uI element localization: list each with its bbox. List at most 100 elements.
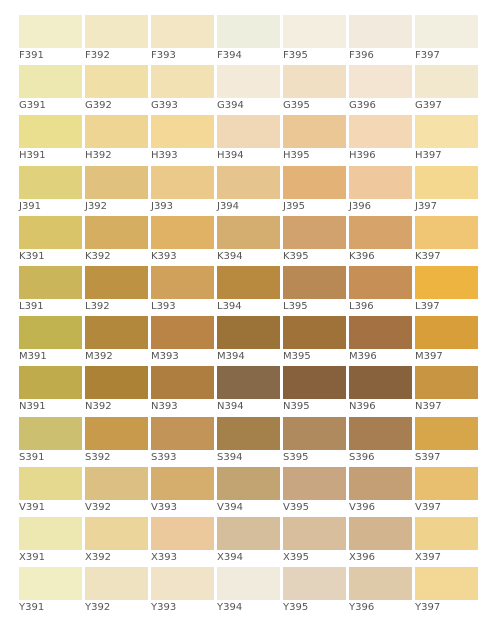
color-swatch-m396[interactable] — [349, 316, 412, 350]
swatch-cell-h395[interactable]: H395 — [283, 115, 349, 165]
color-swatch-g392[interactable] — [85, 65, 148, 99]
swatch-cell-h397[interactable]: H397 — [415, 115, 481, 165]
swatch-cell-v393[interactable]: V393 — [151, 466, 217, 517]
swatch-cell-m392[interactable]: M392 — [85, 316, 151, 366]
color-swatch-x391[interactable] — [19, 516, 82, 550]
color-swatch-m394[interactable] — [217, 316, 280, 350]
swatch-cell-y396[interactable]: Y396 — [349, 567, 415, 617]
swatch-cell-j394[interactable]: J394 — [217, 165, 283, 216]
color-swatch-n396[interactable] — [349, 366, 412, 400]
color-swatch-m392[interactable] — [85, 316, 148, 350]
swatch-cell-x396[interactable]: X396 — [349, 516, 415, 567]
color-swatch-h391[interactable] — [19, 115, 82, 149]
swatch-cell-y395[interactable]: Y395 — [283, 567, 349, 617]
swatch-cell-g394[interactable]: G394 — [217, 65, 283, 115]
swatch-cell-g396[interactable]: G396 — [349, 65, 415, 115]
swatch-cell-k391[interactable]: K391 — [19, 215, 85, 266]
color-swatch-j397[interactable] — [415, 165, 478, 199]
swatch-cell-k392[interactable]: K392 — [85, 215, 151, 266]
color-swatch-m395[interactable] — [283, 316, 346, 350]
color-swatch-n397[interactable] — [415, 366, 478, 400]
swatch-cell-f397[interactable]: F397 — [415, 15, 481, 65]
swatch-cell-m397[interactable]: M397 — [415, 316, 481, 366]
swatch-cell-s391[interactable]: S391 — [19, 416, 85, 467]
color-swatch-s393[interactable] — [151, 416, 214, 450]
swatch-cell-v395[interactable]: V395 — [283, 466, 349, 517]
color-swatch-f396[interactable] — [349, 15, 412, 48]
swatch-cell-s393[interactable]: S393 — [151, 416, 217, 467]
swatch-cell-k397[interactable]: K397 — [415, 215, 481, 266]
color-swatch-h395[interactable] — [283, 115, 346, 149]
color-swatch-n393[interactable] — [151, 366, 214, 400]
swatch-cell-y391[interactable]: Y391 — [19, 567, 85, 617]
color-swatch-m393[interactable] — [151, 316, 214, 350]
swatch-cell-n397[interactable]: N397 — [415, 366, 481, 416]
swatch-cell-f391[interactable]: F391 — [19, 15, 85, 65]
swatch-cell-h391[interactable]: H391 — [19, 115, 85, 165]
color-swatch-l392[interactable] — [85, 265, 148, 299]
color-swatch-x397[interactable] — [415, 516, 478, 550]
color-swatch-y391[interactable] — [19, 567, 82, 601]
swatch-cell-h394[interactable]: H394 — [217, 115, 283, 165]
color-swatch-y394[interactable] — [217, 567, 280, 601]
swatch-cell-y394[interactable]: Y394 — [217, 567, 283, 617]
color-swatch-v391[interactable] — [19, 466, 82, 500]
swatch-cell-s392[interactable]: S392 — [85, 416, 151, 467]
swatch-cell-x392[interactable]: X392 — [85, 516, 151, 567]
color-swatch-y392[interactable] — [85, 567, 148, 601]
swatch-cell-l393[interactable]: L393 — [151, 265, 217, 316]
color-swatch-y397[interactable] — [415, 567, 478, 601]
swatch-cell-x393[interactable]: X393 — [151, 516, 217, 567]
swatch-cell-m396[interactable]: M396 — [349, 316, 415, 366]
swatch-cell-j393[interactable]: J393 — [151, 165, 217, 216]
color-swatch-k392[interactable] — [85, 215, 148, 249]
swatch-cell-x397[interactable]: X397 — [415, 516, 481, 567]
color-swatch-f392[interactable] — [85, 15, 148, 48]
swatch-cell-l391[interactable]: L391 — [19, 265, 85, 316]
swatch-cell-y397[interactable]: Y397 — [415, 567, 481, 617]
color-swatch-h392[interactable] — [85, 115, 148, 149]
swatch-cell-l394[interactable]: L394 — [217, 265, 283, 316]
swatch-cell-m391[interactable]: M391 — [19, 316, 85, 366]
color-swatch-f394[interactable] — [217, 15, 280, 48]
swatch-cell-l392[interactable]: L392 — [85, 265, 151, 316]
color-swatch-v397[interactable] — [415, 466, 478, 500]
color-swatch-m397[interactable] — [415, 316, 478, 350]
swatch-cell-v391[interactable]: V391 — [19, 466, 85, 517]
color-swatch-n391[interactable] — [19, 366, 82, 400]
swatch-cell-n392[interactable]: N392 — [85, 366, 151, 416]
color-swatch-j393[interactable] — [151, 165, 214, 199]
swatch-cell-n396[interactable]: N396 — [349, 366, 415, 416]
color-swatch-s394[interactable] — [217, 416, 280, 450]
swatch-cell-g392[interactable]: G392 — [85, 65, 151, 115]
color-swatch-h396[interactable] — [349, 115, 412, 149]
color-swatch-l394[interactable] — [217, 265, 280, 299]
color-swatch-k391[interactable] — [19, 215, 82, 249]
swatch-cell-s396[interactable]: S396 — [349, 416, 415, 467]
swatch-cell-x395[interactable]: X395 — [283, 516, 349, 567]
swatch-cell-h396[interactable]: H396 — [349, 115, 415, 165]
color-swatch-k397[interactable] — [415, 215, 478, 249]
color-swatch-y393[interactable] — [151, 567, 214, 601]
color-swatch-x393[interactable] — [151, 516, 214, 550]
swatch-cell-j395[interactable]: J395 — [283, 165, 349, 216]
color-swatch-k394[interactable] — [217, 215, 280, 249]
color-swatch-g395[interactable] — [283, 65, 346, 99]
swatch-cell-v394[interactable]: V394 — [217, 466, 283, 517]
swatch-cell-s394[interactable]: S394 — [217, 416, 283, 467]
color-swatch-v392[interactable] — [85, 466, 148, 500]
color-swatch-j391[interactable] — [19, 165, 82, 199]
swatch-cell-m393[interactable]: M393 — [151, 316, 217, 366]
color-swatch-k396[interactable] — [349, 215, 412, 249]
swatch-cell-n395[interactable]: N395 — [283, 366, 349, 416]
swatch-cell-n391[interactable]: N391 — [19, 366, 85, 416]
swatch-cell-l397[interactable]: L397 — [415, 265, 481, 316]
swatch-cell-m394[interactable]: M394 — [217, 316, 283, 366]
swatch-cell-v392[interactable]: V392 — [85, 466, 151, 517]
swatch-cell-j392[interactable]: J392 — [85, 165, 151, 216]
swatch-cell-s397[interactable]: S397 — [415, 416, 481, 467]
color-swatch-l397[interactable] — [415, 265, 478, 299]
color-swatch-j394[interactable] — [217, 165, 280, 199]
swatch-cell-x391[interactable]: X391 — [19, 516, 85, 567]
color-swatch-x395[interactable] — [283, 516, 346, 550]
